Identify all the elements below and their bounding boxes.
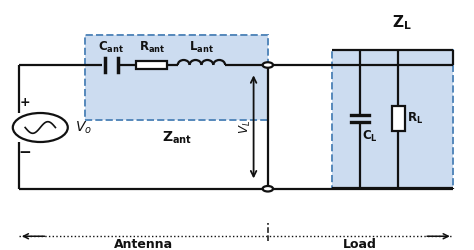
Bar [332, 50, 453, 188]
Bar [136, 61, 167, 69]
Text: $V_L$: $V_L$ [237, 120, 253, 134]
Text: $\mathbf{C_{ant}}$: $\mathbf{C_{ant}}$ [99, 40, 124, 55]
Text: $\mathbf{L_{ant}}$: $\mathbf{L_{ant}}$ [189, 40, 214, 55]
Text: $\mathbf{R_L}$: $\mathbf{R_L}$ [407, 111, 423, 126]
Circle shape [263, 62, 273, 68]
Text: $V_o$: $V_o$ [75, 119, 92, 136]
Text: Load: Load [343, 238, 377, 250]
Circle shape [263, 186, 273, 192]
Text: $\mathbf{Z_L}$: $\mathbf{Z_L}$ [392, 14, 411, 32]
Text: −: − [18, 145, 31, 160]
Bar [392, 106, 405, 131]
Text: $\mathbf{C_L}$: $\mathbf{C_L}$ [362, 128, 377, 144]
Bar [85, 35, 268, 120]
Text: +: + [19, 96, 30, 109]
Text: $\mathbf{Z_{ant}}$: $\mathbf{Z_{ant}}$ [162, 130, 191, 146]
Text: $\mathbf{R_{ant}}$: $\mathbf{R_{ant}}$ [138, 40, 165, 55]
Text: Antenna: Antenna [114, 238, 173, 250]
